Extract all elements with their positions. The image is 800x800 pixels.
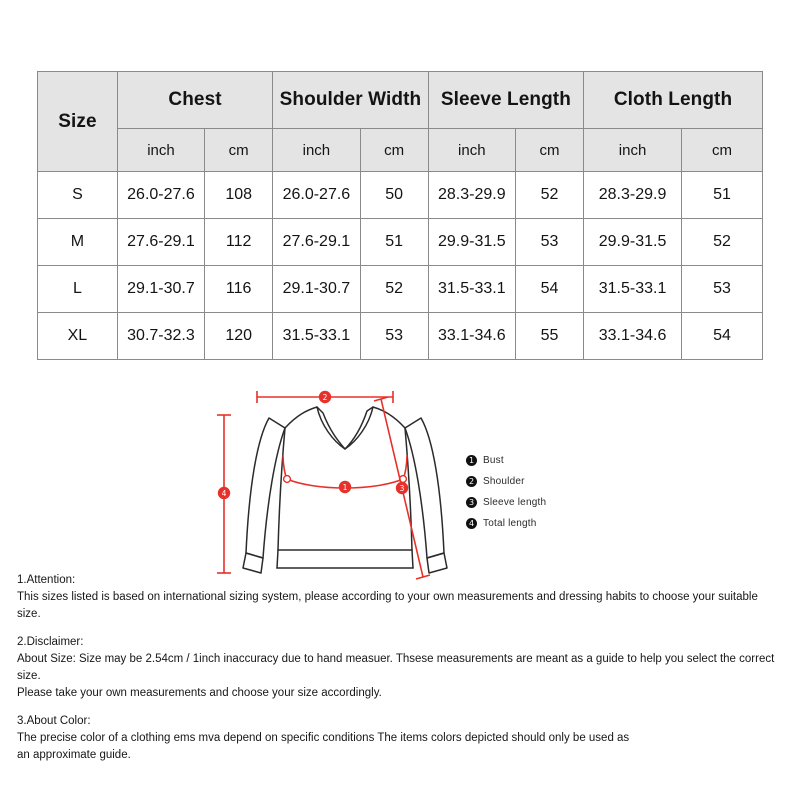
cell-cloth-inch: 29.9-31.5 xyxy=(583,218,683,266)
cell-chest-inch: 30.7-32.3 xyxy=(116,312,206,360)
cell-cloth-inch: 33.1-34.6 xyxy=(583,312,683,360)
legend-item-bust: 1 Bust xyxy=(466,451,586,469)
cell-chest-inch: 29.1-30.7 xyxy=(116,265,206,313)
note-disclaimer: 2.Disclaimer: About Size: Size may be 2.… xyxy=(17,634,783,702)
cell-sleeve-cm: 54 xyxy=(514,265,585,313)
cell-cloth-inch: 28.3-29.9 xyxy=(583,171,683,219)
legend-label-total-length: Total length xyxy=(483,517,537,529)
table-header-group-row: Size Chest Shoulder Width Sleeve Length … xyxy=(37,71,763,172)
legend-item-shoulder: 2 Shoulder xyxy=(466,472,586,490)
cell-chest-cm: 108 xyxy=(204,171,274,219)
cell-shoulder-cm: 52 xyxy=(359,265,429,313)
header-unit-chest-inch: inch xyxy=(116,128,206,172)
note-disclaimer-title: 2.Disclaimer: xyxy=(17,636,84,648)
cell-chest-cm: 116 xyxy=(204,265,274,313)
cell-sleeve-inch: 31.5-33.1 xyxy=(427,265,516,313)
cell-shoulder-inch: 29.1-30.7 xyxy=(272,265,361,313)
note-about-color-line-1: The precise color of a clothing ems mva … xyxy=(17,732,630,744)
cell-cloth-inch: 31.5-33.1 xyxy=(583,265,683,313)
header-unit-shoulder-cm: cm xyxy=(359,128,429,172)
cell-sleeve-inch: 28.3-29.9 xyxy=(427,171,516,219)
cell-sleeve-cm: 55 xyxy=(514,312,585,360)
marker-1-bust: 1 xyxy=(338,480,352,494)
note-about-color: 3.About Color: The precise color of a cl… xyxy=(17,713,783,764)
legend-item-sleeve-length: 3 Sleeve length xyxy=(466,493,586,511)
note-attention-title: 1.Attention: xyxy=(17,574,76,586)
marker-2-shoulder: 2 xyxy=(318,390,332,404)
table-row: M 27.6-29.1 112 27.6-29.1 51 29.9-31.5 5… xyxy=(37,218,763,266)
note-attention-line-1: This sizes listed is based on internatio… xyxy=(17,591,758,620)
legend-bullet-3-icon: 3 xyxy=(466,496,477,508)
legend-item-total-length: 4 Total length xyxy=(466,514,586,532)
cell-size: L xyxy=(37,265,118,313)
cell-sleeve-cm: 52 xyxy=(514,171,585,219)
svg-text:1: 1 xyxy=(343,483,348,492)
cell-chest-cm: 112 xyxy=(204,218,274,266)
cell-cloth-cm: 51 xyxy=(681,171,763,219)
marker-4-total-length: 4 xyxy=(217,486,231,500)
header-cloth-length: Cloth Length xyxy=(583,71,763,129)
header-shoulder-width: Shoulder Width xyxy=(272,71,429,129)
cell-shoulder-inch: 31.5-33.1 xyxy=(272,312,361,360)
note-about-color-title: 3.About Color: xyxy=(17,715,91,727)
table-row: XL 30.7-32.3 120 31.5-33.1 53 33.1-34.6 … xyxy=(37,312,763,360)
legend-bullet-4-icon: 4 xyxy=(466,517,477,529)
cell-shoulder-cm: 50 xyxy=(359,171,429,219)
cell-cloth-cm: 52 xyxy=(681,218,763,266)
header-unit-shoulder-inch: inch xyxy=(272,128,361,172)
svg-text:2: 2 xyxy=(323,393,328,402)
header-sleeve-length: Sleeve Length xyxy=(427,71,585,129)
svg-text:3: 3 xyxy=(400,484,405,493)
size-chart-table: Size Chest Shoulder Width Sleeve Length … xyxy=(37,71,763,360)
legend-bullet-2-icon: 2 xyxy=(466,475,477,487)
cell-cloth-cm: 54 xyxy=(681,312,763,360)
header-size: Size xyxy=(37,71,118,172)
cell-shoulder-cm: 53 xyxy=(359,312,429,360)
cell-sleeve-inch: 29.9-31.5 xyxy=(427,218,516,266)
table-row: S 26.0-27.6 108 26.0-27.6 50 28.3-29.9 5… xyxy=(37,171,763,219)
cell-chest-cm: 120 xyxy=(204,312,274,360)
notes-section: 1.Attention: This sizes listed is based … xyxy=(17,572,783,775)
table-header-unit-row: inch cm inch cm inch cm inch cm xyxy=(38,128,763,172)
legend-bullet-1-icon: 1 xyxy=(466,454,477,466)
note-attention: 1.Attention: This sizes listed is based … xyxy=(17,572,783,623)
cell-size: S xyxy=(37,171,118,219)
size-chart-table-container: Size Chest Shoulder Width Sleeve Length … xyxy=(37,71,763,360)
cell-chest-inch: 26.0-27.6 xyxy=(116,171,206,219)
header-unit-chest-cm: cm xyxy=(204,128,274,172)
cell-sleeve-cm: 53 xyxy=(514,218,585,266)
sweater-outline-icon xyxy=(242,406,448,574)
header-unit-sleeve-cm: cm xyxy=(514,128,585,172)
note-about-color-line-2: an approximate guide. xyxy=(17,749,131,761)
cell-size: XL xyxy=(37,312,118,360)
table-row: L 29.1-30.7 116 29.1-30.7 52 31.5-33.1 5… xyxy=(37,265,763,313)
header-unit-cloth-cm: cm xyxy=(681,128,763,172)
header-unit-cloth-inch: inch xyxy=(583,128,683,172)
legend-label-bust: Bust xyxy=(483,454,504,466)
header-chest: Chest xyxy=(116,71,274,129)
measurement-legend: 1 Bust 2 Shoulder 3 Sleeve length 4 Tota… xyxy=(466,451,586,535)
garment-measurement-diagram: 2 1 4 xyxy=(205,383,455,583)
cell-chest-inch: 27.6-29.1 xyxy=(116,218,206,266)
marker-3-sleeve-length: 3 xyxy=(395,481,409,495)
legend-label-sleeve-length: Sleeve length xyxy=(483,496,547,508)
cell-shoulder-cm: 51 xyxy=(359,218,429,266)
cell-shoulder-inch: 26.0-27.6 xyxy=(272,171,361,219)
cell-sleeve-inch: 33.1-34.6 xyxy=(427,312,516,360)
cell-size: M xyxy=(37,218,118,266)
header-unit-sleeve-inch: inch xyxy=(427,128,516,172)
legend-label-shoulder: Shoulder xyxy=(483,475,525,487)
note-disclaimer-line-1: About Size: Size may be 2.54cm / 1inch i… xyxy=(17,653,775,682)
svg-text:4: 4 xyxy=(222,489,227,498)
cell-cloth-cm: 53 xyxy=(681,265,763,313)
cell-shoulder-inch: 27.6-29.1 xyxy=(272,218,361,266)
note-disclaimer-line-2: Please take your own measurements and ch… xyxy=(17,687,382,699)
